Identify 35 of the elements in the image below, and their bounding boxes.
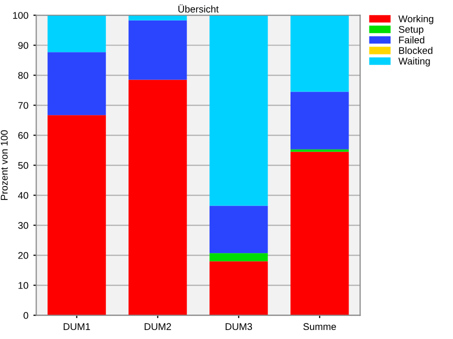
bar	[48, 52, 106, 116]
bar	[290, 152, 349, 316]
x-tick-label: DUM1	[64, 323, 90, 330]
legend-label: Working	[398, 15, 434, 24]
bar	[48, 15, 106, 52]
y-tick-label: 100	[13, 12, 28, 19]
y-tick-label: 90	[18, 42, 28, 49]
legend-label: Waiting	[398, 57, 430, 66]
y-tick-label: 30	[18, 222, 28, 229]
bar	[128, 20, 187, 80]
y-tick-label: 60	[18, 132, 28, 139]
bar	[48, 115, 106, 316]
y-tick-label: 20	[18, 252, 28, 259]
x-tick-label: DUM2	[144, 323, 171, 330]
bar	[128, 80, 187, 316]
legend-label: Setup	[398, 26, 424, 35]
y-tick-label: 0	[24, 312, 28, 319]
y-axis-title: Prozent von 100	[0, 130, 8, 200]
bar	[290, 15, 349, 92]
bar	[290, 92, 349, 150]
y-tick-label: 80	[18, 72, 28, 79]
y-tick-label: 10	[18, 282, 28, 289]
bar	[210, 253, 268, 262]
x-tick-label: Summe	[303, 323, 336, 330]
y-tick-label: 70	[18, 102, 28, 109]
y-tick-label: 50	[18, 162, 28, 169]
bar	[290, 149, 349, 152]
y-tick-label: 40	[18, 192, 28, 199]
legend-label: Failed	[399, 36, 424, 44]
bar	[210, 261, 268, 316]
bar	[210, 206, 268, 254]
chart-title: Übersicht	[178, 4, 219, 13]
legend-label: Blocked	[399, 46, 432, 54]
bar	[210, 15, 268, 206]
x-tick-label: DUM3	[226, 323, 252, 330]
